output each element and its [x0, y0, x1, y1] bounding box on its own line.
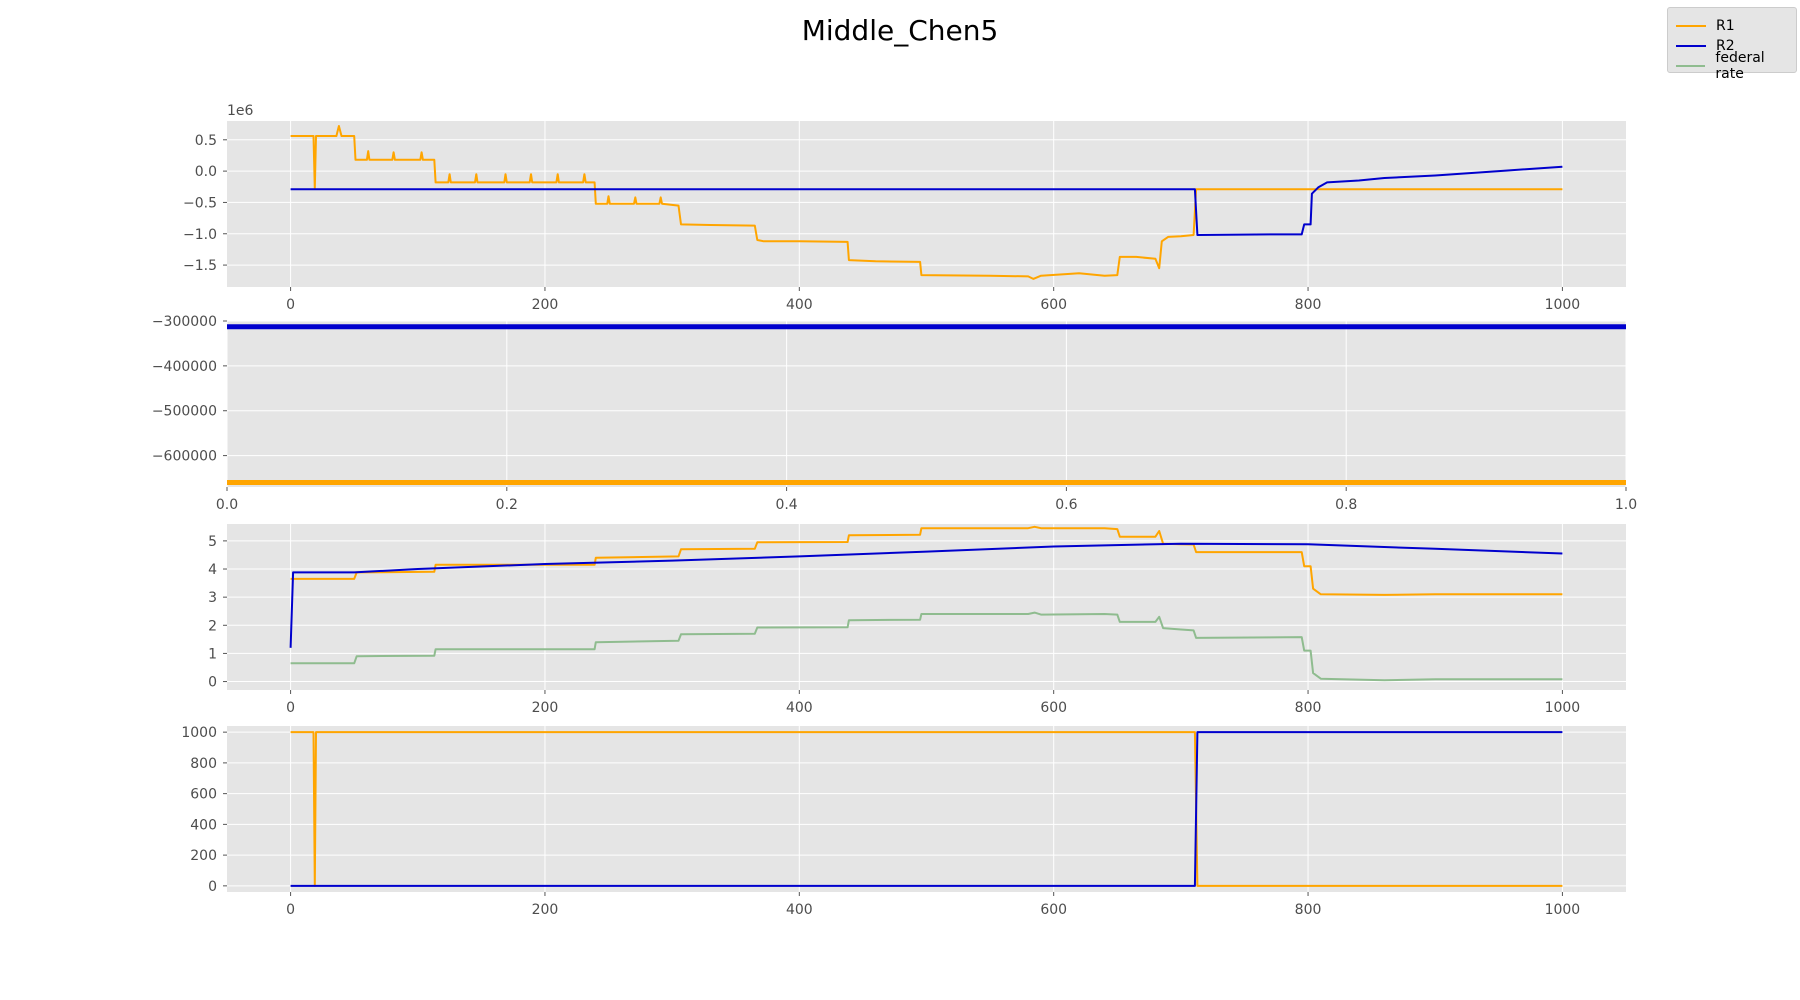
subplot-3-y-tick-label: 1: [208, 646, 217, 662]
subplot-3-y-tick-label: 3: [208, 590, 217, 606]
subplot-3-series-federal-rate-line: [290, 611, 1563, 682]
subplot-4-y-tick-label: 400: [190, 817, 217, 833]
subplot-3-x-tick-label: 0: [286, 700, 295, 716]
subplot-2-y-tick-label: −600000: [152, 449, 217, 465]
subplot-4-x-tick-label: 200: [532, 902, 559, 918]
subplot-4-series-r2-line: [290, 731, 1563, 887]
subplot-1-x-tick-label: 0: [286, 297, 295, 313]
subplot-2-x-tick-label: 1.0: [1615, 497, 1637, 513]
subplot-2-x-tick-label: 0.2: [496, 497, 518, 513]
subplot-3-x-tick-label: 800: [1295, 700, 1322, 716]
subplot-4-x-tick-label: 0: [286, 902, 295, 918]
legend-label-federal-rate: federal rate: [1715, 50, 1765, 82]
subplot-4-series-r1-line: [290, 731, 1563, 887]
subplot-4-y-tick-label: 1000: [181, 725, 217, 741]
legend-swatch-federal-rate: [1676, 65, 1706, 67]
subplot-4-background: [227, 726, 1626, 892]
subplot-4-x-tick-label: 400: [786, 902, 813, 918]
subplot-4-x-tick-label: 1000: [1545, 902, 1581, 918]
subplot-1-y-tick-label: 0.5: [195, 133, 217, 149]
subplot-2-x-tick-label: 0.6: [1055, 497, 1077, 513]
subplot-2-x-tick-label: 0.8: [1335, 497, 1357, 513]
subplot-1-x-tick-label: 600: [1040, 297, 1067, 313]
subplot-3-x-tick-label: 600: [1040, 700, 1067, 716]
subplot-1-background: [227, 121, 1626, 287]
subplot-1-y-tick-label: −1.5: [183, 258, 217, 274]
subplot-2-y-tick-label: −500000: [152, 404, 217, 420]
subplot-2-y-tick-label: −400000: [152, 359, 217, 375]
legend-label-r2: R2: [1716, 38, 1735, 54]
subplot-2-x-tick-label: 0.0: [216, 497, 238, 513]
subplot-4-x-tick-label: 800: [1295, 902, 1322, 918]
legend-swatch-r1: [1676, 25, 1706, 27]
subplot-2-x-tick-label: 0.4: [775, 497, 797, 513]
subplot-4-y-tick-label: 600: [190, 787, 217, 803]
subplot-1-y-tick-label: 0.0: [195, 164, 217, 180]
legend-label-r1: R1: [1716, 18, 1735, 34]
subplot-1-x-tick-label: 400: [786, 297, 813, 313]
subplot-4-y-tick-label: 0: [208, 879, 217, 895]
subplot-3-series-r2-line: [289, 542, 1563, 648]
subplot-1-series-r2-line: [290, 165, 1563, 236]
subplot-4-y-tick-label: 800: [190, 756, 217, 772]
subplot-1-scale-label: 1e6: [227, 103, 254, 119]
legend-item-r2: R2: [1676, 37, 1735, 55]
legend: R1 R2 federal rate: [1667, 7, 1797, 82]
subplot-3-y-tick-label: 0: [208, 675, 217, 691]
subplot-3-x-tick-label: 400: [786, 700, 813, 716]
subplot-1-x-tick-label: 800: [1295, 297, 1322, 313]
subplot-1-y-tick-label: −0.5: [183, 195, 217, 211]
subplot-1-series-r1-line: [290, 125, 1563, 280]
legend-item-r1: R1: [1676, 17, 1735, 35]
subplot-3-y-tick-label: 2: [208, 618, 217, 634]
subplot-1-y-tick-label: −1.0: [183, 227, 217, 243]
subplot-2-y-tick-label: −300000: [152, 314, 217, 330]
subplot-4-x-tick-label: 600: [1040, 902, 1067, 918]
subplot-3-x-tick-label: 200: [532, 700, 559, 716]
subplot-2-background: [227, 321, 1626, 487]
legend-swatch-r2: [1676, 45, 1706, 47]
subplot-1-x-tick-label: 1000: [1545, 297, 1581, 313]
subplot-4-y-tick-label: 200: [190, 848, 217, 864]
legend-item-federal-rate: federal rate: [1676, 50, 1796, 82]
subplot-3-y-tick-label: 4: [208, 562, 217, 578]
subplot-3-x-tick-label: 1000: [1545, 700, 1581, 716]
subplot-3-series-r1-line: [290, 525, 1563, 596]
chart-title: Middle_Chen5: [801, 14, 999, 47]
subplot-3-y-tick-label: 5: [208, 534, 217, 550]
subplot-1-x-tick-label: 200: [532, 297, 559, 313]
